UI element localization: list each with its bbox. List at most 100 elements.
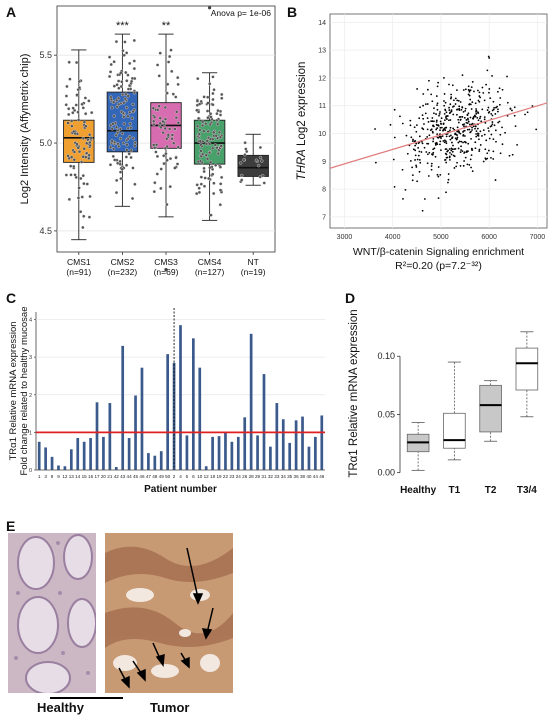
chart-a-point: [64, 94, 69, 98]
chart-b-point: [490, 112, 493, 115]
chart-b-point: [437, 81, 440, 84]
chart-c-category-label: 17: [94, 474, 100, 479]
chart-b-point: [497, 90, 499, 93]
chart-a-point: [123, 40, 127, 44]
chart-a-point: [196, 77, 200, 81]
chart-c-bar: [69, 449, 73, 470]
chart-a-point: [202, 95, 206, 99]
chart-c-category-label: 21: [107, 474, 113, 479]
chart-a-point: [72, 150, 77, 154]
chart-a-point: [216, 122, 220, 126]
chart-c-category-label: 45: [133, 474, 139, 479]
chart-a-point: [200, 120, 205, 124]
chart-b-point: [465, 121, 468, 124]
chart-a-point: [113, 158, 117, 162]
chart-b-point: [475, 135, 478, 138]
chart-a-point: [86, 138, 90, 142]
chart-b-point: [513, 114, 516, 117]
chart-b-point: [506, 75, 508, 78]
chart-c-bar: [211, 436, 214, 470]
chart-b-point: [470, 148, 473, 151]
chart-a-point: [209, 115, 213, 119]
chart-a-point: [71, 111, 75, 115]
chart-a-point: [117, 102, 121, 107]
chart-b-point: [509, 108, 512, 110]
chart-a-point: [120, 80, 124, 84]
chart-c-category-label: 48: [152, 474, 158, 479]
chart-b-ytick-label: 10: [318, 131, 326, 138]
chart-a-point: [133, 144, 137, 148]
chart-a-point: [216, 151, 220, 156]
chart-a-point: [81, 136, 85, 141]
chart-b-point: [450, 147, 453, 150]
chart-b-point: [422, 117, 425, 120]
chart-b-point: [447, 178, 450, 181]
panel-letter-c: C: [6, 290, 17, 306]
chart-b-point: [468, 164, 471, 166]
chart-c-bar: [204, 466, 208, 470]
chart-a-point: [128, 122, 132, 126]
chart-b-point: [468, 103, 471, 106]
chart-b-point: [440, 123, 442, 125]
chart-b-point: [469, 98, 472, 101]
scale-bar: [50, 697, 123, 699]
chart-a-point: [153, 146, 157, 150]
chart-a-outlier: [208, 6, 212, 10]
chart-a-point: [176, 82, 180, 87]
chart-b-point: [412, 148, 415, 151]
chart-b-point: [476, 89, 479, 92]
chart-b-point: [487, 149, 490, 152]
chart-a-point: [126, 114, 130, 118]
chart-b-point: [435, 95, 438, 97]
chart-a-point: [128, 110, 132, 115]
chart-b-point: [477, 119, 480, 122]
chart-a-point: [152, 190, 156, 194]
chart-a-point: [112, 114, 116, 118]
chart-b-point: [426, 103, 429, 105]
chart-b-point: [411, 179, 414, 182]
chart-b-xtick-label: 4000: [385, 234, 401, 241]
chart-b-point: [421, 142, 424, 145]
chart-b-point: [492, 158, 495, 160]
chart-a-point: [163, 117, 168, 121]
chart-a-point: [87, 215, 92, 219]
chart-b-point: [467, 118, 469, 121]
chart-b-point: [415, 142, 418, 145]
chart-b-point: [445, 126, 448, 129]
chart-a-point: [112, 60, 116, 64]
chart-b-point: [469, 116, 472, 119]
chart-b-point: [524, 113, 526, 116]
chart-b-point: [432, 137, 435, 140]
chart-a-point: [119, 110, 124, 114]
chart-a-point: [118, 159, 122, 164]
chart-a-point: [131, 109, 135, 114]
chart-a-point: [211, 146, 215, 150]
chart-b-point: [431, 100, 434, 103]
chart-a-point: [75, 142, 79, 146]
chart-b-point: [443, 100, 445, 102]
chart-c-category-label: 10: [197, 474, 203, 479]
chart-a-point: [77, 85, 82, 90]
chart-c-category-label: 2: [173, 474, 176, 479]
chart-c-bar: [95, 402, 99, 470]
chart-a-point: [220, 92, 224, 97]
chart-a-point: [152, 143, 156, 147]
chart-b-point: [516, 143, 519, 146]
chart-b-ytick-label: 9: [322, 159, 326, 166]
chart-c-category-label: 44: [313, 474, 319, 479]
chart-b-point: [460, 149, 462, 151]
chart-c-category-label: 4: [179, 474, 182, 479]
chart-b-point: [416, 180, 419, 183]
chart-a-point: [156, 108, 160, 112]
chart-a-ytick-label: 4.5: [39, 226, 52, 236]
chart-b-point: [451, 141, 453, 144]
chart-b-point: [434, 155, 437, 158]
chart-a-point: [79, 160, 84, 164]
chart-b-point: [478, 150, 481, 152]
chart-a-point: [70, 124, 74, 128]
chart-a-point: [162, 154, 166, 158]
chart-b-point: [471, 126, 473, 129]
chart-a-point: [124, 163, 129, 167]
chart-b-point: [439, 143, 441, 146]
chart-b-point: [374, 128, 376, 130]
